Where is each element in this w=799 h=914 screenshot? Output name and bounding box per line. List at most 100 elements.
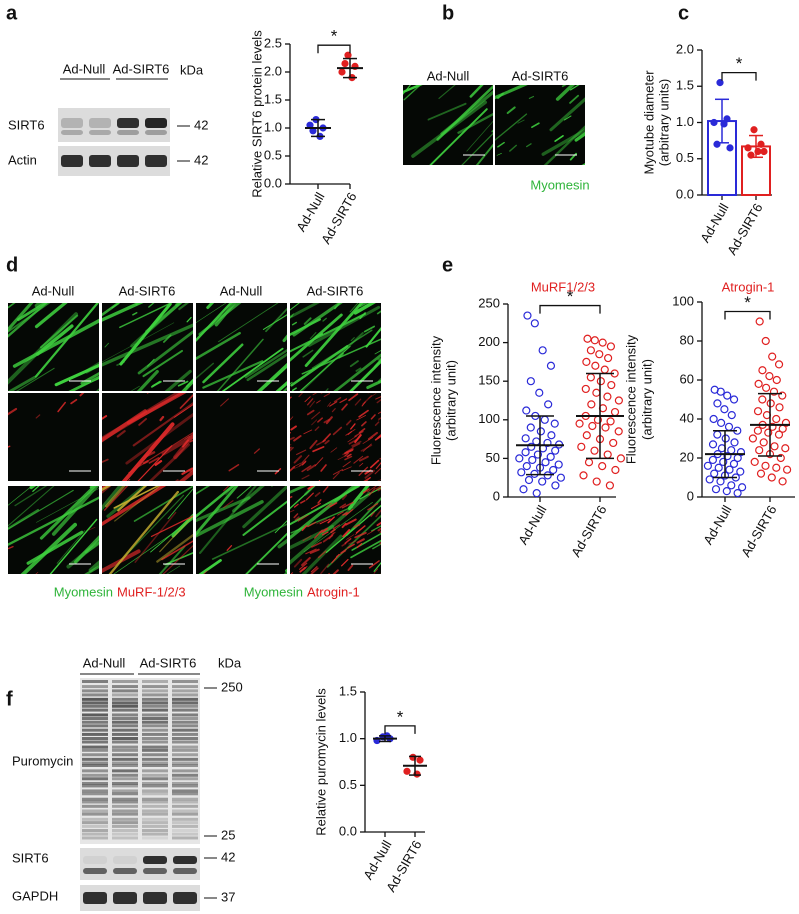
fiber	[350, 423, 356, 430]
blot-band	[172, 777, 198, 781]
fiber	[322, 527, 329, 533]
data-point	[717, 418, 726, 427]
blot-band	[142, 773, 168, 777]
data-point	[768, 352, 777, 361]
data-point	[590, 336, 599, 345]
fiber	[226, 545, 233, 551]
blot-band	[82, 824, 108, 828]
micrograph-content	[8, 303, 99, 391]
blot-band	[172, 773, 198, 777]
blot-band	[112, 693, 138, 697]
fiber	[301, 465, 312, 473]
fiber	[339, 398, 348, 404]
blot-band	[172, 732, 198, 736]
data-point	[587, 400, 596, 409]
fiber	[130, 303, 183, 348]
fiber	[214, 303, 237, 327]
data-point	[774, 360, 784, 369]
blot-band	[145, 155, 167, 167]
fiber	[539, 168, 545, 175]
fiber	[297, 514, 306, 521]
blot-band	[112, 800, 138, 804]
fiber	[253, 448, 260, 454]
data-point	[338, 68, 346, 76]
data-point	[535, 388, 544, 397]
marker: 42	[221, 849, 235, 864]
y-tick-label: 0.0	[339, 823, 357, 838]
blot-band	[172, 757, 198, 761]
blot-band	[142, 792, 168, 796]
blot-band	[82, 797, 108, 801]
blot-band	[82, 836, 108, 840]
blot-band	[112, 804, 138, 808]
data-point	[575, 419, 584, 428]
fiber	[145, 303, 183, 334]
fiber	[355, 367, 362, 372]
fiber	[321, 531, 329, 536]
fiber	[322, 317, 327, 322]
fiber	[102, 458, 109, 463]
significance-bracket	[724, 310, 771, 320]
blot-band	[112, 836, 138, 840]
fiber	[314, 426, 320, 431]
fiber	[8, 545, 14, 550]
blot-band	[82, 809, 108, 813]
lane-label: Ad-Null	[63, 61, 106, 76]
fiber	[316, 518, 328, 525]
fiber	[374, 349, 381, 355]
blot-band	[142, 689, 168, 693]
fiber	[290, 313, 294, 319]
blot-band	[142, 817, 168, 821]
fiber	[294, 464, 303, 469]
data-point	[601, 423, 610, 432]
blot-band	[142, 812, 168, 816]
fiber	[158, 545, 186, 574]
data-point	[736, 467, 745, 476]
y-tick-label: 2.0	[676, 41, 694, 56]
y-axis-label: Myotube diameter	[641, 70, 656, 175]
data-point	[709, 414, 718, 424]
fiber	[290, 506, 354, 534]
data-point	[606, 417, 615, 426]
fiber	[354, 398, 362, 406]
fiber	[301, 474, 310, 480]
data-point	[607, 380, 616, 390]
fiber	[346, 534, 355, 540]
unit: kDa	[218, 655, 242, 670]
fiber	[377, 488, 381, 492]
blot-band	[112, 732, 138, 736]
blot-band	[142, 693, 168, 697]
fiber	[332, 469, 344, 475]
fiber	[358, 428, 366, 434]
fiber	[359, 312, 366, 320]
blot-band	[172, 812, 198, 816]
fiber	[265, 307, 287, 333]
fiber	[223, 486, 230, 492]
blot-band	[112, 757, 138, 761]
blot-band	[112, 697, 138, 701]
data-point	[778, 477, 787, 486]
fiber	[344, 538, 352, 545]
blot-band	[142, 697, 168, 701]
blot-band	[82, 724, 108, 728]
y-tick-label: 60	[680, 371, 694, 386]
fiber	[506, 106, 516, 115]
blot-band	[82, 753, 108, 757]
chart-title: MuRF1/2/3	[531, 279, 595, 294]
blot-band	[142, 784, 168, 788]
y-axis-label: Fluorescence intensity	[428, 335, 443, 465]
fiber	[531, 122, 540, 129]
micrograph	[196, 393, 287, 481]
y-tick-label: 2.0	[264, 63, 282, 78]
fiber	[341, 542, 347, 547]
panel-letter: d	[6, 254, 18, 276]
data-point	[723, 391, 732, 400]
significance: *	[744, 293, 751, 312]
fiber	[379, 591, 386, 596]
micrograph	[495, 85, 585, 175]
data-point	[762, 383, 771, 392]
fiber	[438, 85, 456, 99]
fiber	[131, 385, 140, 391]
blot-band	[142, 728, 168, 732]
lane-label: Ad-SIRT6	[512, 68, 569, 83]
